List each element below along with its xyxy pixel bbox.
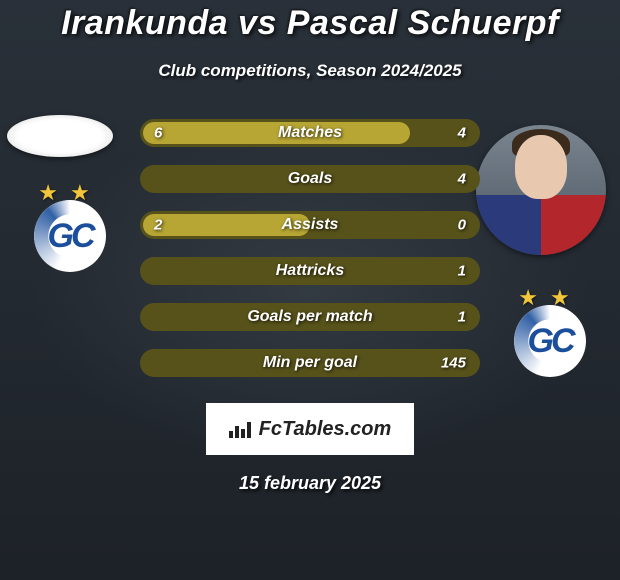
stat-label: Min per goal [263, 354, 357, 372]
player2-face [515, 135, 567, 199]
stat-value-right: 1 [458, 309, 466, 326]
bar-chart-icon [229, 420, 253, 438]
stat-value-left: 6 [154, 125, 162, 142]
player2-club-badge: ★★ GC [500, 285, 600, 369]
club-badge-circle: GC [514, 305, 586, 377]
club-badge-circle: GC [34, 200, 106, 272]
stat-value-right: 1 [458, 263, 466, 280]
club-initials: GC [528, 322, 573, 361]
stat-row: 6 4 Matches [140, 119, 480, 147]
stat-label: Goals [288, 170, 332, 188]
player2-avatar [476, 125, 606, 255]
player1-avatar [7, 115, 113, 157]
stat-row: 145 Min per goal [140, 349, 480, 377]
date: 15 february 2025 [0, 473, 620, 494]
stat-value-right: 145 [441, 355, 466, 372]
stat-value-right: 4 [458, 171, 466, 188]
stat-value-right: 4 [458, 125, 466, 142]
stat-value-left: 2 [154, 217, 162, 234]
stat-value-right: 0 [458, 217, 466, 234]
subtitle: Club competitions, Season 2024/2025 [0, 61, 620, 81]
footer-brand-box: FcTables.com [206, 403, 414, 455]
stat-row: 1 Hattricks [140, 257, 480, 285]
player2-jersey [476, 195, 606, 255]
stat-row: 2 0 Assists [140, 211, 480, 239]
stat-label: Matches [278, 124, 342, 142]
stat-row: 1 Goals per match [140, 303, 480, 331]
player1-club-badge: ★★ GC [20, 180, 120, 264]
stat-label: Goals per match [247, 308, 372, 326]
stat-label: Hattricks [276, 262, 344, 280]
page-title: Irankunda vs Pascal Schuerpf [0, 4, 620, 43]
infographic-container: Irankunda vs Pascal Schuerpf Club compet… [0, 0, 620, 580]
club-initials: GC [48, 217, 93, 256]
stat-row: 4 Goals [140, 165, 480, 193]
stat-label: Assists [282, 216, 339, 234]
stat-bar-left [143, 122, 410, 144]
footer-brand-text: FcTables.com [259, 418, 392, 441]
